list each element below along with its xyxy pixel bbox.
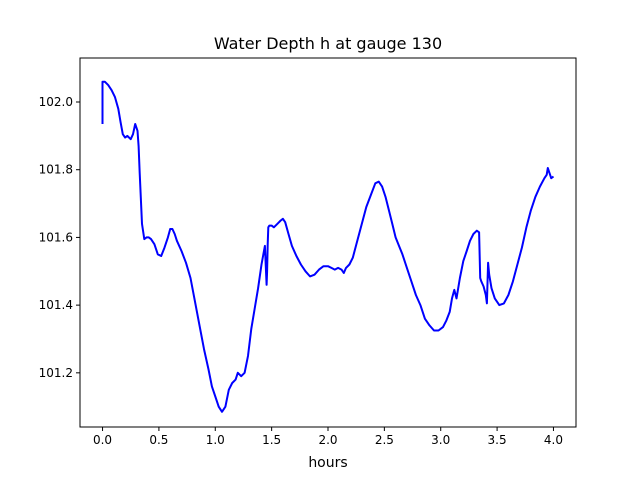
- chart-title: Water Depth h at gauge 130: [214, 34, 442, 53]
- x-tick-label: 0.0: [93, 433, 112, 447]
- x-tick-label: 0.5: [149, 433, 168, 447]
- x-tick-label: 1.5: [262, 433, 281, 447]
- series-line: [101, 80, 555, 413]
- y-tick-label: 101.2: [39, 366, 73, 380]
- x-tick-label: 1.0: [206, 433, 225, 447]
- plot-area: [101, 80, 555, 413]
- x-axis: 0.0 0.5 1.0 1.5 2.0 2.5 3.0 3.5 4.0: [93, 427, 563, 447]
- x-tick-label: 3.0: [431, 433, 450, 447]
- y-tick-label: 101.4: [39, 298, 73, 312]
- y-tick-label: 102.0: [39, 95, 73, 109]
- y-tick-label: 101.6: [39, 230, 73, 244]
- x-tick-label: 4.0: [544, 433, 563, 447]
- x-tick-label: 3.5: [488, 433, 507, 447]
- x-axis-label: hours: [308, 455, 347, 471]
- x-tick-label: 2.5: [375, 433, 394, 447]
- x-tick-label: 2.0: [318, 433, 337, 447]
- y-axis: 101.2 101.4 101.6 101.8 102.0: [39, 95, 80, 380]
- y-tick-label: 101.8: [39, 163, 73, 177]
